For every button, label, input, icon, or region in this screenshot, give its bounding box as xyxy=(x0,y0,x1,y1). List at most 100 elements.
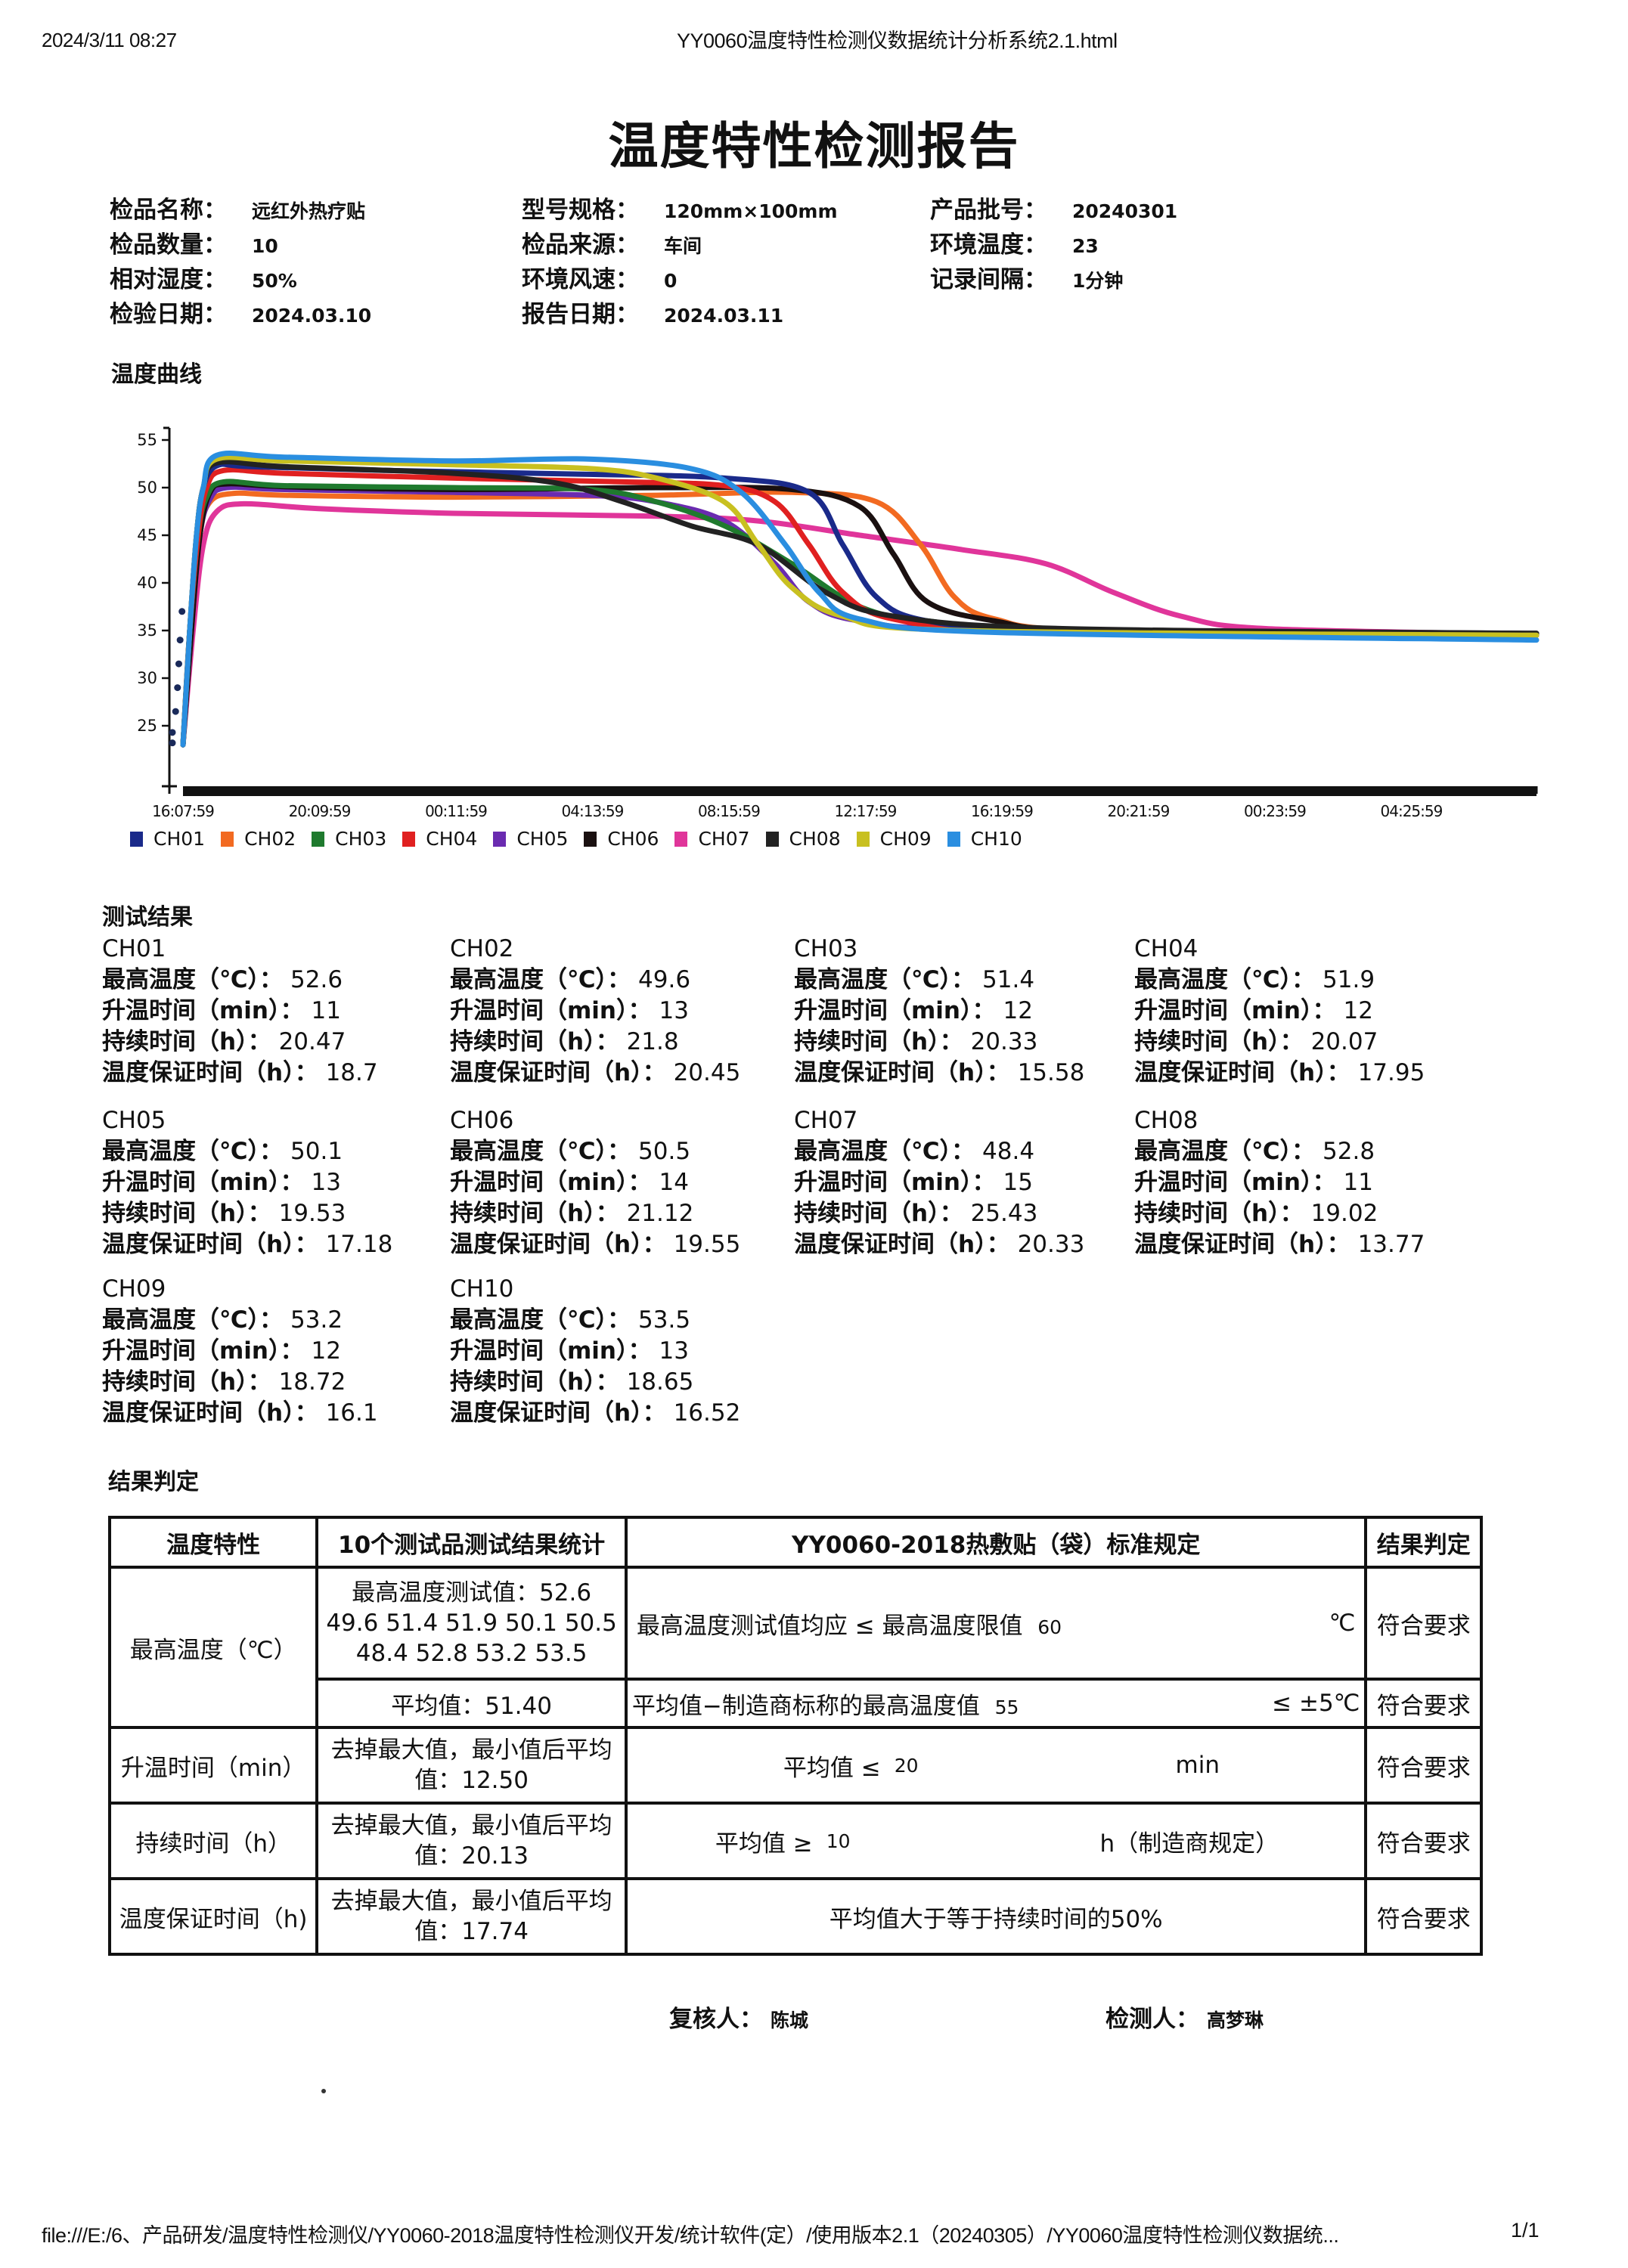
max-temp-value: 53.2 xyxy=(290,1306,343,1334)
x-tick-label: 16:07:59 xyxy=(152,802,214,820)
report-info: 检品名称： 远红外热疗贴 型号规格： 120mm×100mm 产品批号： 202403… xyxy=(110,191,1308,328)
channel-result-ch05: CH05 最高温度（℃）： 50.1 升温时间（min）： 13 持续时间（h）： 19.5… xyxy=(102,1105,450,1260)
cell-standard: 最高温度测试值均应 ≤ 最高温度限值 60 ℃ xyxy=(624,1566,1368,1681)
x-tick-label: 20:09:59 xyxy=(289,802,351,820)
channel-name: CH10 xyxy=(450,1275,514,1303)
header-result: 结果判定 xyxy=(1364,1516,1483,1569)
legend-swatch-icon xyxy=(130,831,143,847)
info-wind-speed: 环境风速： 0 xyxy=(522,260,930,293)
cell-statistics: 平均值：51.40 xyxy=(315,1678,628,1729)
tester-name: 高梦琳 xyxy=(1207,2009,1264,2031)
rise-time-label: 升温时间（min）： xyxy=(102,1169,304,1196)
x-tick-label: 12:17:59 xyxy=(835,802,897,820)
guarantee-time-label: 温度保证时间（h）： xyxy=(1134,1059,1350,1086)
info-label: 环境温度： xyxy=(930,231,1047,259)
guarantee-time-value: 20.33 xyxy=(1017,1231,1085,1258)
info-record-interval: 记录间隔： 1分钟 xyxy=(930,260,1308,293)
duration-label: 持续时间（h）： xyxy=(102,1200,271,1227)
max-temp-label: 最高温度（℃）： xyxy=(794,966,975,993)
rise-time-value: 14 xyxy=(659,1169,689,1196)
channel-name: CH01 xyxy=(102,935,166,962)
duration-label: 持续时间（h）： xyxy=(794,1200,963,1227)
max-temp-value: 51.9 xyxy=(1323,966,1375,993)
info-label: 记录间隔： xyxy=(930,266,1047,293)
y-tick-label: 50 xyxy=(137,479,157,497)
chart-section-label: 温度曲线 xyxy=(111,361,202,388)
duration-value: 18.65 xyxy=(626,1368,694,1396)
guarantee-time-label: 温度保证时间（h）： xyxy=(450,1059,666,1086)
max-temp-label: 最高温度（℃）： xyxy=(102,966,284,993)
max-temp-value: 50.5 xyxy=(638,1138,691,1165)
channel-duration-line: 持续时间（h）： 19.02 xyxy=(1134,1198,1482,1229)
duration-label: 持续时间（h）： xyxy=(450,1368,619,1396)
std-value: 10 xyxy=(826,1830,851,1852)
y-tick-label: 35 xyxy=(137,621,157,640)
cell-property: 持续时间（h） xyxy=(107,1802,319,1880)
std-value: 60 xyxy=(1037,1616,1062,1638)
series-line-ch07 xyxy=(180,500,1540,748)
legend-swatch-icon xyxy=(312,831,325,847)
channel-result-ch04: CH04 最高温度（℃）： 51.9 升温时间（min）： 12 持续时间（h）： 20.0… xyxy=(1134,934,1482,1089)
cell-statistics: 最高温度测试值：52.6 49.6 51.4 51.9 50.1 50.5 48… xyxy=(315,1566,628,1681)
y-tick-label: 40 xyxy=(137,574,157,592)
channel-guarantee-time-line: 温度保证时间（h）： 16.52 xyxy=(450,1398,798,1429)
legend-label: CH06 xyxy=(607,828,659,850)
info-value: 2024.03.11 xyxy=(664,305,784,327)
max-temp-label: 最高温度（℃）： xyxy=(450,966,631,993)
x-tick-label: 16:19:59 xyxy=(971,802,1033,820)
x-tick-label: 04:13:59 xyxy=(562,802,624,820)
data-point-marker xyxy=(169,739,176,747)
channel-max-temp-line: 最高温度（℃）： 53.2 xyxy=(102,1305,450,1336)
channel-guarantee-time-line: 温度保证时间（h）： 16.1 xyxy=(102,1398,450,1429)
rise-time-value: 12 xyxy=(1003,997,1033,1024)
stat-line: 去掉最大值，最小值后平均 xyxy=(330,1888,612,1915)
channel-max-temp-line: 最高温度（℃）： 51.9 xyxy=(1134,965,1482,996)
duration-value: 20.07 xyxy=(1310,1028,1378,1055)
channel-guarantee-time-line: 温度保证时间（h）： 17.95 xyxy=(1134,1058,1482,1089)
max-temp-value: 53.5 xyxy=(638,1306,691,1334)
std-unit: ≤ ±5℃ xyxy=(1272,1690,1360,1717)
guarantee-time-value: 16.1 xyxy=(325,1399,378,1427)
info-product-name: 检品名称： 远红外热疗贴 xyxy=(110,191,522,224)
max-temp-label: 最高温度（℃）： xyxy=(102,1306,284,1334)
info-ambient-temp: 环境温度： 23 xyxy=(930,225,1308,259)
channel-result-ch03: CH03 最高温度（℃）： 51.4 升温时间（min）： 12 持续时间（h）： 20.3… xyxy=(794,934,1142,1089)
cell-property: 最高温度（℃） xyxy=(107,1566,319,1729)
channel-rise-time-line: 升温时间（min）： 14 xyxy=(450,1167,798,1198)
duration-label: 持续时间（h）： xyxy=(1134,1200,1304,1227)
std-text: 平均值−制造商标称的最高温度值 xyxy=(631,1692,980,1720)
legend-item-ch01: CH01 xyxy=(130,828,205,850)
channel-max-temp-line: 最高温度（℃）： 48.4 xyxy=(794,1136,1142,1167)
print-footer-page: 1/1 xyxy=(1511,2219,1540,2242)
channel-name: CH08 xyxy=(1134,1107,1199,1134)
std-text: 平均值 ≥ xyxy=(715,1830,813,1857)
legend-label: CH08 xyxy=(789,828,841,850)
print-speck xyxy=(321,2089,326,2093)
table-row-duration: 持续时间（h） 去掉最大值，最小值后平均 值：20.13 平均值 ≥ 10 h（… xyxy=(107,1802,1483,1880)
std-text: 最高温度测试值均应 ≤ 最高温度限值 xyxy=(636,1612,1023,1640)
channel-name: CH02 xyxy=(450,935,514,962)
guarantee-time-value: 18.7 xyxy=(325,1059,378,1086)
duration-label: 持续时间（h）： xyxy=(450,1028,619,1055)
max-temp-label: 最高温度（℃）： xyxy=(1134,966,1316,993)
rise-time-value: 11 xyxy=(311,997,341,1024)
channel-name: CH06 xyxy=(450,1107,514,1134)
legend-label: CH01 xyxy=(153,828,206,850)
channel-rise-time-line: 升温时间（min）： 11 xyxy=(102,996,450,1027)
print-footer-path: file:///E:/6、产品研发/温度特性检测仪/YY0060-2018温度特… xyxy=(42,2224,1339,2247)
duration-value: 20.33 xyxy=(970,1028,1038,1055)
results-title: 测试结果 xyxy=(102,904,193,931)
x-tick-label: 20:21:59 xyxy=(1108,802,1170,820)
legend-swatch-icon xyxy=(584,831,597,847)
cell-standard: 平均值 ≥ 10 h（制造商规定） xyxy=(624,1802,1368,1880)
info-label: 环境风速： xyxy=(522,266,639,293)
series-line-ch04 xyxy=(180,466,1540,748)
max-temp-label: 最高温度（℃）： xyxy=(450,1138,631,1165)
max-temp-value: 50.1 xyxy=(290,1138,343,1165)
legend-item-ch04: CH04 xyxy=(402,828,477,850)
channel-result-ch09: CH09 最高温度（℃）： 53.2 升温时间（min）： 12 持续时间（h）： 18.7… xyxy=(102,1274,450,1429)
legend-swatch-icon xyxy=(402,831,416,847)
verdict-title: 结果判定 xyxy=(108,1469,199,1495)
info-model-spec: 型号规格： 120mm×100mm xyxy=(522,191,930,224)
legend-swatch-icon xyxy=(765,831,779,847)
